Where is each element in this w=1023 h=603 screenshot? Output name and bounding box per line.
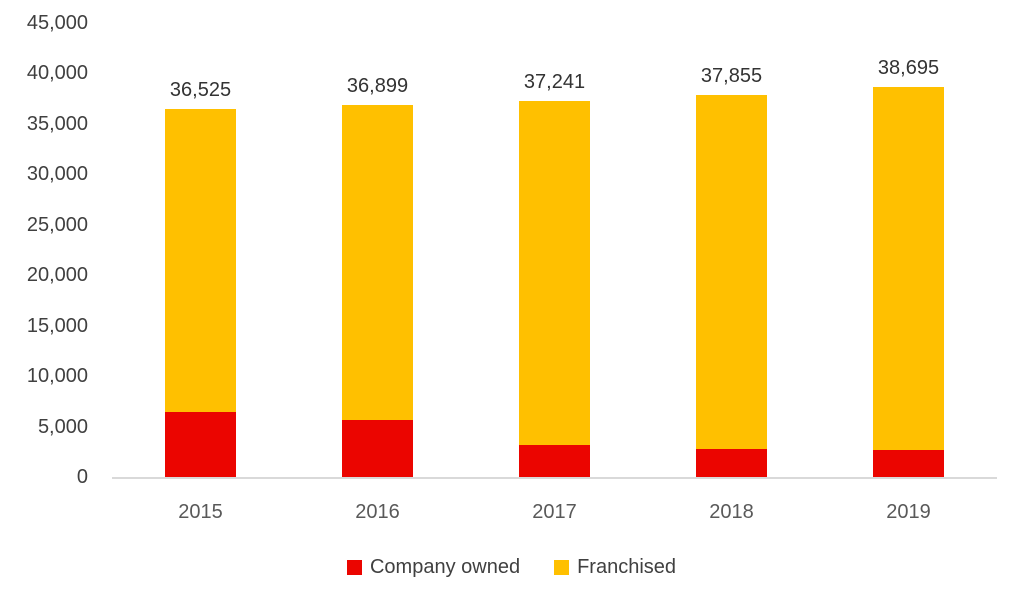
- bar-segment-company-owned: [696, 449, 767, 477]
- bar-segment-franchised: [696, 95, 767, 450]
- y-tick-label: 20,000: [26, 264, 88, 287]
- x-tick-label: 2017: [532, 501, 577, 523]
- legend: Company owned Franchised: [0, 553, 1023, 581]
- bar-segment-company-owned: [165, 411, 236, 477]
- bar-segment-company-owned: [873, 450, 944, 477]
- bar-total-label: 38,695: [877, 56, 940, 79]
- bar-total-label: 37,241: [523, 71, 586, 94]
- y-tick-label: 10,000: [26, 365, 88, 388]
- legend-item-label: Franchised: [577, 555, 677, 578]
- y-tick-label: 35,000: [26, 112, 88, 135]
- bar-segment-company-owned: [342, 419, 413, 477]
- y-tick-label: 45,000: [26, 12, 88, 34]
- x-tick-label: 2019: [886, 501, 931, 523]
- bar-total-label: 36,525: [169, 78, 232, 101]
- legend-swatch-icon: [346, 559, 362, 575]
- bar-segment-franchised: [873, 86, 944, 451]
- x-tick-label: 2018: [709, 501, 754, 523]
- y-tick-label: 5,000: [37, 415, 88, 438]
- bar-segment-company-owned: [519, 445, 590, 477]
- x-axis-line: [112, 477, 997, 479]
- y-tick-label: 25,000: [26, 213, 88, 236]
- x-tick-label: 2016: [355, 501, 400, 523]
- y-tick-label: 0: [76, 466, 88, 488]
- y-tick-label: 15,000: [26, 314, 88, 337]
- x-tick-label: 2015: [178, 501, 223, 523]
- y-tick-label: 40,000: [26, 62, 88, 85]
- bar-segment-franchised: [519, 101, 590, 446]
- legend-item-franchised: Franchised: [554, 556, 676, 579]
- bar-segment-franchised: [165, 108, 236, 412]
- legend-item-company-owned: Company owned: [346, 555, 521, 579]
- legend-swatch-icon: [554, 559, 570, 575]
- legend-item-label: Company owned: [369, 555, 521, 578]
- bar-total-label: 37,855: [700, 65, 763, 88]
- bar-segment-franchised: [342, 104, 413, 420]
- bar-total-label: 36,899: [346, 74, 409, 97]
- y-tick-label: 30,000: [26, 163, 88, 186]
